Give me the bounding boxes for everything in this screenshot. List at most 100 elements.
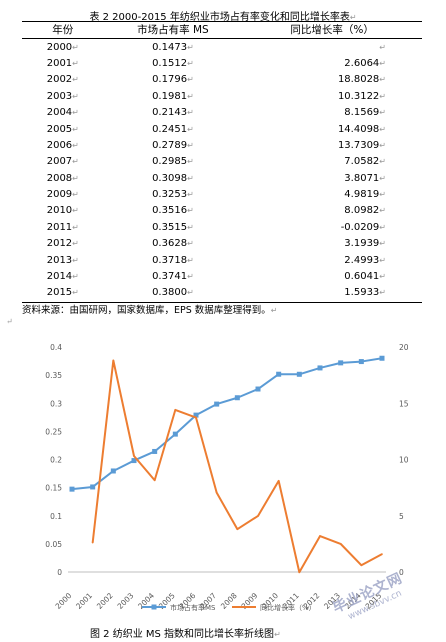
ms-cell: 0.1512↵ [104, 56, 243, 72]
ms-cell: 0.3718↵ [104, 252, 243, 268]
paragraph-mark: ↵ [379, 190, 386, 200]
ms-cell-value: 0.1981 [152, 90, 188, 102]
ms-data-point [234, 395, 240, 401]
growth-cell: ↵ [242, 39, 422, 56]
paragraph-mark: ↵ [379, 206, 386, 216]
ms-cell-value: 0.3515 [152, 221, 188, 233]
x-tick-label: 2001 [74, 591, 94, 611]
paragraph-mark: ↵ [187, 222, 194, 232]
growth-cell-value: -0.0209 [340, 221, 380, 233]
ms-data-point [296, 371, 302, 377]
source-note-text: 资料来源：由国研网，国家数据库，EPS 数据库整理得到。 [22, 305, 271, 316]
paragraph-mark: ↵ [187, 288, 194, 298]
growth-data-point [112, 359, 115, 362]
paragraph-mark: ↵ [72, 58, 79, 68]
growth-cell: 2.6064↵ [242, 56, 422, 72]
growth-cell: 13.7309↵ [242, 138, 422, 154]
ms-data-point [152, 448, 158, 454]
growth-cell-value: 10.3122 [337, 90, 380, 102]
ms-cell-value: 0.2789 [152, 139, 188, 151]
table-row: 2012↵ 0.3628↵ 3.1939↵ [22, 236, 422, 252]
ms-cell-value: 0.3516 [152, 205, 188, 217]
growth-cell-value: 0.6041 [344, 271, 380, 283]
paragraph-mark: ↵ [379, 124, 386, 134]
paragraph-mark: ↵ [379, 239, 386, 249]
ms-cell: 0.2143↵ [104, 105, 243, 121]
ms-cell-value: 0.2451 [152, 123, 188, 135]
growth-data-point [236, 528, 239, 530]
y-right-tick-label: 0 [399, 568, 404, 577]
ms-series-line [71, 357, 383, 491]
growth-data-point [215, 491, 218, 494]
paragraph-mark: ↵ [72, 288, 79, 298]
year-cell: 2000↵ [22, 39, 104, 56]
growth-data-point [153, 479, 156, 482]
ms-cell: 0.3800↵ [103, 285, 243, 303]
header-year: 年份 [22, 20, 104, 40]
y-left-tick-label: 0.15 [45, 484, 62, 493]
growth-data-point [339, 543, 342, 545]
paragraph-mark: ↵ [72, 75, 79, 85]
year-cell: 2001↵ [22, 56, 104, 72]
growth-cell-value: 4.9819 [344, 189, 380, 201]
paragraph-mark: ↵ [72, 42, 79, 52]
paragraph-mark: ↵ [6, 317, 13, 326]
paragraph-mark: ↵ [187, 42, 194, 52]
year-cell-value: 2015 [46, 287, 73, 299]
paragraph-mark: ↵ [274, 630, 281, 639]
ms-data-point [214, 401, 220, 407]
growth-cell: 0.6041↵ [242, 269, 422, 285]
year-cell: 2007↵ [22, 154, 104, 170]
year-cell-value: 2012 [46, 238, 73, 250]
paragraph-mark: ↵ [72, 272, 79, 282]
year-cell-value: 2010 [46, 205, 73, 217]
table-title-text: 表 2 2000-2015 年纺织业市场占有率变化和同比增长率表 [89, 12, 350, 23]
table-row: 2014↵ 0.3741↵ 0.6041↵ [22, 269, 422, 285]
paragraph-mark: ↵ [349, 13, 357, 22]
table-row: 2009↵ 0.3253↵ 4.9819↵ [22, 187, 422, 203]
paragraph-mark: ↵ [187, 239, 194, 249]
paragraph-mark: ↵ [187, 124, 194, 134]
year-cell-value: 2007 [46, 156, 73, 168]
year-cell-value: 2003 [46, 90, 73, 102]
table-row: 2013↵ 0.3718↵ 2.4993↵ [22, 252, 422, 268]
paragraph-mark: ↵ [187, 255, 194, 265]
ms-cell: 0.3253↵ [104, 187, 243, 203]
table-row: 2000↵ 0.1473↵ ↵ [22, 39, 422, 56]
growth-cell: 1.5933↵ [242, 285, 422, 303]
growth-data-point [277, 480, 280, 482]
growth-cell: 8.0982↵ [242, 203, 422, 219]
legend-growth-label: 同比增长率（%） [260, 603, 316, 612]
ms-data-point [172, 431, 178, 437]
growth-series-line [91, 359, 383, 574]
year-cell: 2003↵ [22, 89, 104, 105]
y-right-tick-label: 15 [399, 399, 409, 408]
y-left-tick-label: 0.3 [50, 399, 62, 408]
paragraph-mark: ↵ [187, 58, 194, 68]
paragraph-mark: ↵ [379, 140, 386, 150]
growth-data-point [257, 515, 259, 517]
table-title: 表 2 2000-2015 年纺织业市场占有率变化和同比增长率表↵ [0, 8, 446, 23]
year-cell-value: 2014 [46, 271, 73, 283]
ms-data-point [276, 371, 282, 377]
ms-cell-value: 0.3253 [152, 189, 188, 201]
y-left-tick-label: 0.4 [50, 343, 62, 352]
growth-data-point [381, 553, 383, 555]
y-right-tick-label: 5 [399, 512, 404, 521]
y-right-tick-label: 20 [399, 343, 409, 352]
growth-data-point [133, 455, 135, 457]
y-left-tick-label: 0.25 [45, 427, 62, 436]
paragraph-mark: ↵ [72, 91, 79, 101]
paragraph-mark: ↵ [187, 173, 194, 183]
y-right-tick-label: 10 [399, 456, 409, 465]
ms-cell-value: 0.1796 [152, 74, 188, 86]
paragraph-mark: ↵ [379, 91, 386, 101]
year-cell: 2006↵ [22, 138, 104, 154]
growth-cell: 8.1569↵ [242, 105, 422, 121]
ms-cell-value: 0.2985 [152, 156, 188, 168]
paragraph-mark: ↵ [72, 206, 79, 216]
paragraph-mark: ↵ [187, 157, 194, 167]
table-row: 2002↵ 0.1796↵ 18.8028↵ [22, 72, 422, 88]
growth-cell-value: 18.8028 [337, 74, 380, 86]
